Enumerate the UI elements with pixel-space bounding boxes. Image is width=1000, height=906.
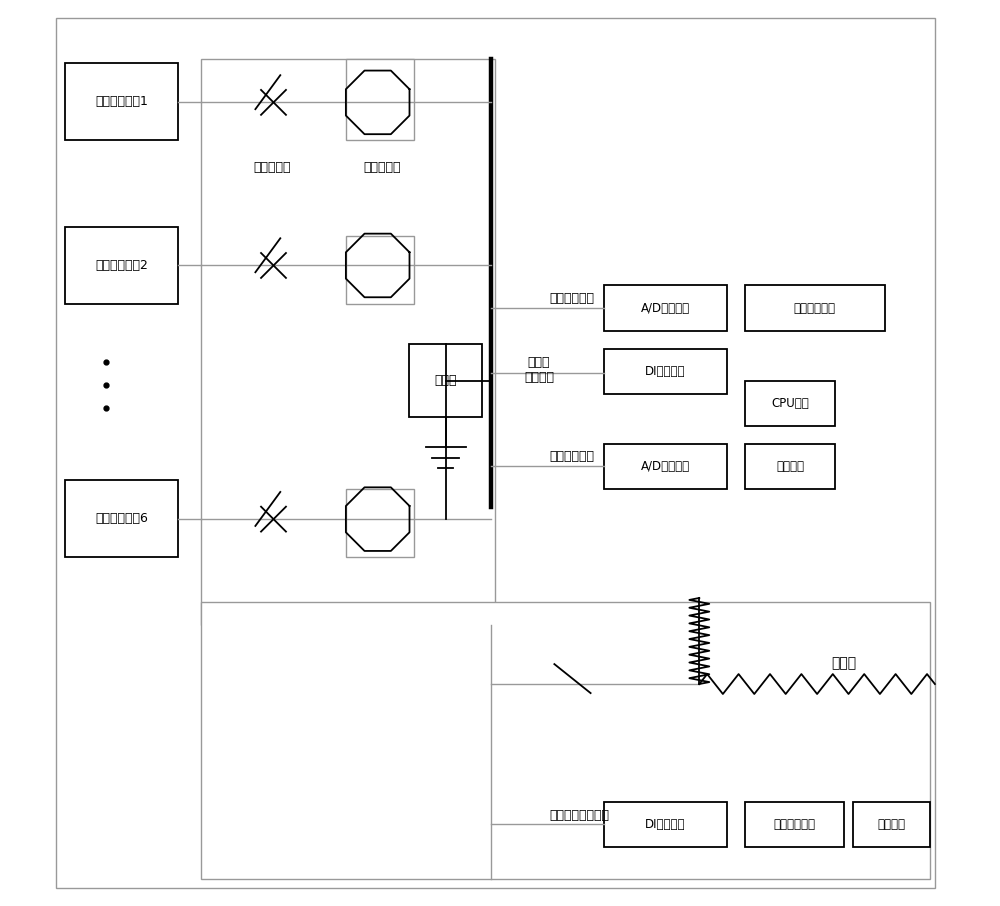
Bar xyxy=(65,226,178,304)
Text: 组串式逆变器6: 组串式逆变器6 xyxy=(95,512,148,525)
Text: DI采集模块: DI采集模块 xyxy=(645,365,686,378)
Bar xyxy=(604,444,727,489)
Text: 防雷器
动作信号: 防雷器 动作信号 xyxy=(524,356,554,383)
Text: 支路电流采集: 支路电流采集 xyxy=(550,450,595,463)
Bar xyxy=(745,802,844,847)
Bar xyxy=(201,602,930,879)
Text: 电源模块: 电源模块 xyxy=(878,818,906,831)
Text: 输入断路器: 输入断路器 xyxy=(253,161,290,174)
Bar xyxy=(604,285,727,331)
Bar xyxy=(409,344,482,417)
Text: 电流互感器: 电流互感器 xyxy=(363,161,401,174)
Bar xyxy=(346,236,414,304)
Text: 母线电压采集: 母线电压采集 xyxy=(550,293,595,305)
Text: 智能采集单元: 智能采集单元 xyxy=(773,818,815,831)
Text: CPU模块: CPU模块 xyxy=(771,397,809,410)
Text: A/D转换模块: A/D转换模块 xyxy=(641,460,690,473)
Text: 管理模块: 管理模块 xyxy=(776,460,804,473)
Bar xyxy=(65,63,178,140)
Bar xyxy=(745,381,835,426)
Text: 防雷器: 防雷器 xyxy=(434,374,457,387)
Text: 组串式逆变器1: 组串式逆变器1 xyxy=(95,95,148,109)
Text: 载波通信模块: 载波通信模块 xyxy=(794,302,836,314)
Text: A/D转换模块: A/D转换模块 xyxy=(641,302,690,314)
Bar xyxy=(604,802,727,847)
Bar xyxy=(201,59,495,625)
Bar xyxy=(604,349,727,394)
Text: DI采集模块: DI采集模块 xyxy=(645,818,686,831)
Bar xyxy=(346,489,414,557)
Text: 至箱变: 至箱变 xyxy=(832,656,857,670)
Text: 组串式逆变器2: 组串式逆变器2 xyxy=(95,258,148,272)
Bar xyxy=(853,802,930,847)
Bar xyxy=(65,480,178,557)
Text: 支路位置信号采集: 支路位置信号采集 xyxy=(550,809,610,822)
Bar xyxy=(745,285,885,331)
Bar xyxy=(745,444,835,489)
Bar xyxy=(346,59,414,140)
